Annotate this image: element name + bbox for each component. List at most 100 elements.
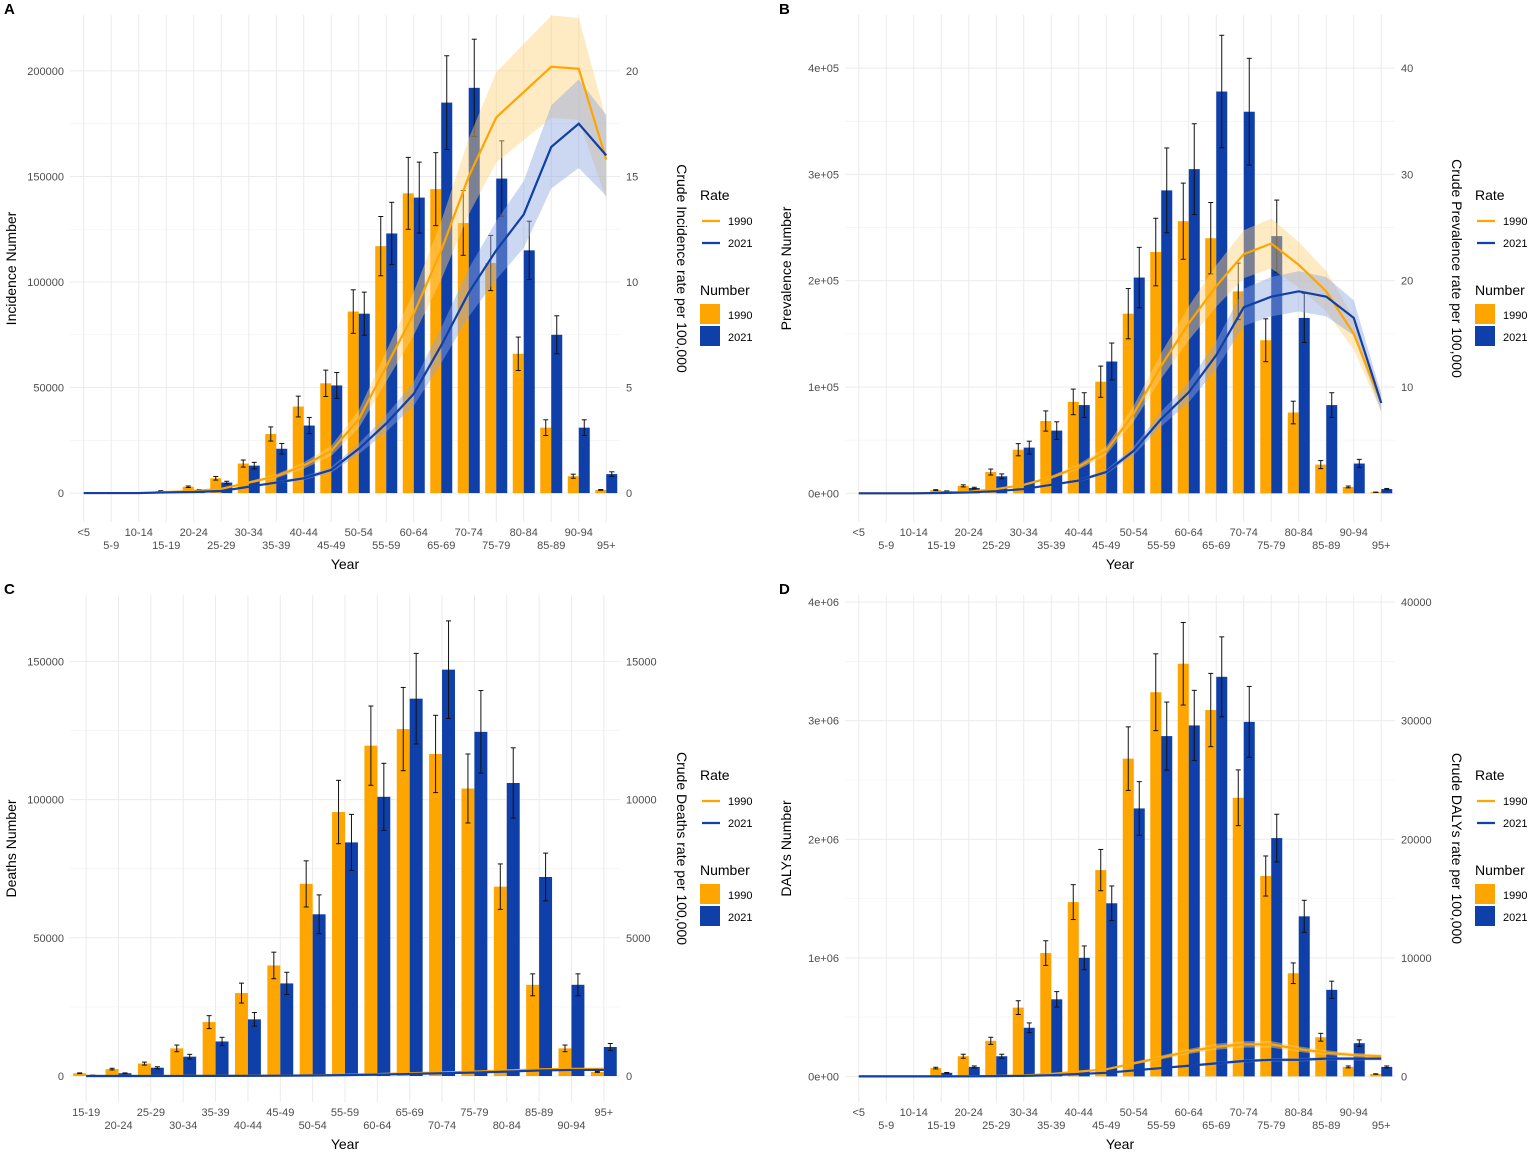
x-tick-label: 30-34	[1010, 1107, 1038, 1119]
y-tick-label: 1e+06	[808, 953, 839, 965]
bar-1990	[402, 193, 414, 494]
x-tick-label: 50-54	[299, 1120, 327, 1132]
bar-2021	[1298, 317, 1310, 494]
legend-label-1990: 1990	[728, 216, 752, 228]
x-tick-label: 45-49	[317, 540, 345, 552]
x-tick-label: 25-29	[207, 540, 235, 552]
bar-1990	[485, 263, 497, 494]
y-right-tick-label: 40000	[1401, 597, 1432, 609]
bar-2021	[377, 796, 391, 1077]
y-tick-label: 3e+06	[808, 716, 839, 728]
bar-1990	[1205, 238, 1217, 494]
x-tick-label: 95+	[597, 540, 616, 552]
y-axis-title: Deaths Number	[3, 799, 19, 897]
x-tick-label: 85-89	[1312, 1120, 1340, 1132]
legend-rate-title: Rate	[1475, 767, 1505, 783]
bar-1990	[170, 1048, 184, 1077]
bar-2021	[1216, 676, 1228, 1077]
bar-2021	[968, 1066, 980, 1077]
bar-1990	[1315, 1037, 1327, 1077]
x-tick-label: 60-64	[1175, 527, 1203, 539]
bar-2021	[606, 474, 618, 494]
x-tick-label: 45-49	[1092, 1120, 1120, 1132]
y-tick-label: 150000	[27, 656, 64, 668]
bar-2021	[358, 313, 370, 494]
bar-2021	[996, 476, 1008, 494]
y-tick-label: 4e+06	[808, 597, 839, 609]
bar-1990	[461, 788, 475, 1077]
x-tick-label: 85-89	[525, 1107, 553, 1119]
bar-2021	[1161, 190, 1173, 494]
bar-1990	[1342, 1066, 1354, 1077]
x-tick-label: 35-39	[1037, 1120, 1065, 1132]
x-axis-title: Year	[331, 1136, 360, 1152]
x-tick-label: 55-59	[372, 540, 400, 552]
x-tick-label: 75-79	[1257, 1120, 1285, 1132]
legend-swatch-2021	[1475, 326, 1495, 346]
y-right-tick-label: 10	[1401, 382, 1413, 394]
panel-a: A 0 50000 100000 150000 200000 0 5 10 15 20 <5 5-9 10…	[0, 0, 767, 575]
y-right-tick-label: 0	[1401, 1071, 1407, 1083]
bar-2021	[603, 1046, 617, 1077]
y-right-tick-label: 5000	[626, 933, 650, 945]
panel-label: B	[779, 1, 790, 18]
bar-2021	[441, 102, 453, 494]
y-right-tick-label: 20	[626, 66, 638, 78]
bar-1990	[137, 1063, 151, 1077]
x-tick-label: 85-89	[1312, 540, 1340, 552]
bar-1990	[1150, 692, 1162, 1077]
x-tick-label: 45-49	[1092, 540, 1120, 552]
x-tick-label: <5	[77, 527, 90, 539]
bar-2021	[1271, 236, 1283, 494]
x-tick-label: 50-54	[345, 527, 373, 539]
panel-label: D	[779, 581, 790, 598]
x-tick-label: 90-94	[565, 527, 593, 539]
rate-line-2021	[858, 290, 1383, 495]
x-axis-title: Year	[1106, 556, 1135, 572]
x-tick-label: 50-54	[1120, 1107, 1148, 1119]
bar-1990	[493, 886, 507, 1077]
bar-2021	[1271, 838, 1283, 1077]
x-tick-label: <5	[852, 1107, 865, 1119]
bar-2021	[312, 914, 326, 1077]
x-tick-label: 35-39	[1037, 540, 1065, 552]
y-right-tick-label: 30000	[1401, 716, 1432, 728]
rate-ci-band-2021	[858, 271, 1382, 494]
bar-2021	[1023, 447, 1035, 494]
legend-number-title: Number	[700, 282, 750, 298]
bar-2021	[1106, 361, 1118, 494]
bar-1990	[430, 189, 442, 494]
panel-b: B 0e+00 1e+05 2e+05 3e+05 4e+05 10 20 30 40 <5 5-9 1…	[775, 0, 1535, 575]
bar-1990	[347, 311, 359, 494]
bar-1990	[1287, 412, 1299, 494]
x-tick-label: 25-29	[982, 1120, 1010, 1132]
x-tick-label: 55-59	[331, 1107, 359, 1119]
legend-label-2021: 2021	[728, 332, 752, 344]
bar-2021	[183, 1056, 197, 1077]
y-right-tick-label: 20	[1401, 276, 1413, 288]
legend-label-2021: 2021	[1503, 818, 1527, 830]
y-right-axis-title: Crude Prevalence rate per 100,000	[1449, 159, 1465, 378]
chart-d: D 0e+00 1e+06 2e+06 3e+06 4e+06 0 10000 20000 300…	[778, 581, 1527, 1152]
legend-label-1990: 1990	[1503, 310, 1527, 322]
legend-swatch-2021	[700, 906, 720, 926]
y-axis-title: Prevalence Number	[778, 206, 794, 330]
bar-2021	[1078, 957, 1090, 1077]
bar-1990	[1370, 1074, 1382, 1077]
y-tick-label: 3e+05	[808, 169, 839, 181]
x-tick-label: 70-74	[428, 1120, 456, 1132]
bar-2021	[539, 876, 553, 1077]
bar-2021	[1353, 1043, 1365, 1077]
rate-ci-band-1990	[83, 15, 607, 494]
y-right-tick-label: 5	[626, 383, 632, 395]
bar-1990	[320, 383, 332, 494]
bar-2021	[276, 448, 288, 494]
legend-number-title: Number	[1475, 282, 1525, 298]
x-tick-label: 45-49	[266, 1107, 294, 1119]
bar-2021	[496, 178, 508, 494]
bar-1990	[1122, 758, 1134, 1077]
bar-2021	[303, 425, 315, 494]
bar-2021	[506, 782, 520, 1077]
bar-2021	[386, 233, 398, 494]
rate-ci-band-2021	[83, 79, 607, 494]
